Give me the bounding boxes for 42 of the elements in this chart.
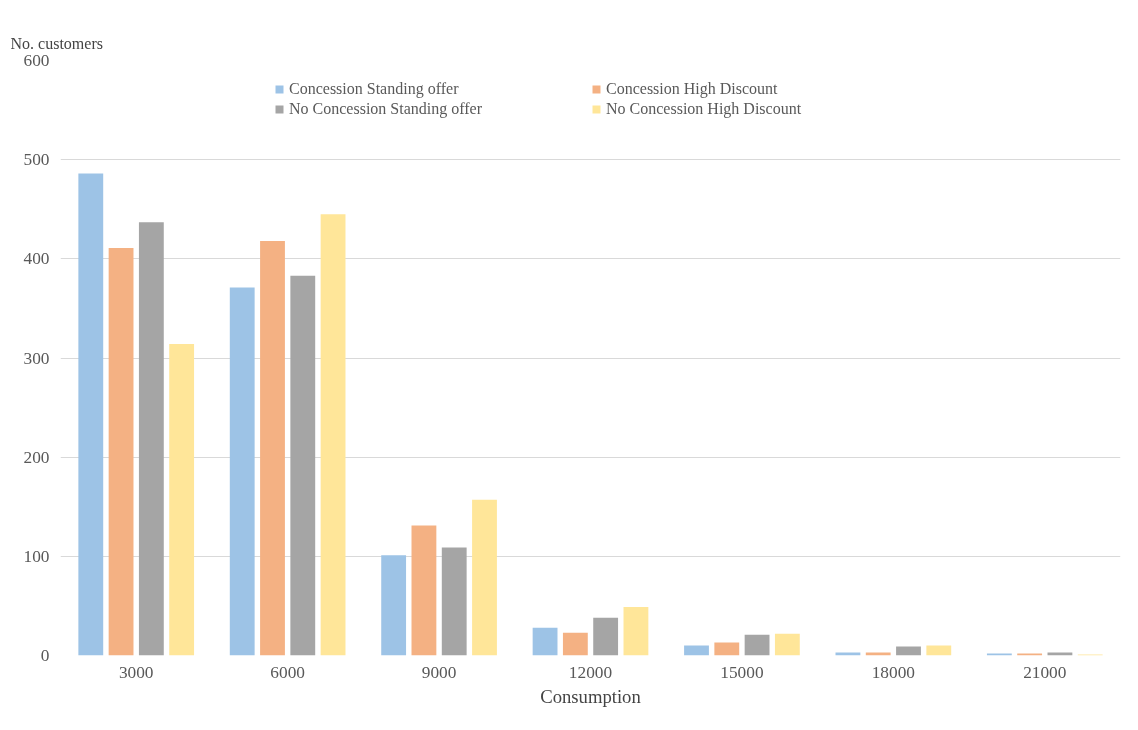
bar	[381, 555, 407, 656]
x-tick-label: 15000	[720, 662, 764, 682]
bar	[593, 617, 619, 656]
bar	[260, 240, 285, 656]
bar	[320, 214, 346, 656]
y-axis-title: No. customers	[10, 34, 103, 52]
bar	[169, 344, 195, 656]
bar	[411, 525, 437, 656]
bar	[623, 606, 649, 656]
bar	[229, 287, 255, 656]
bar	[138, 222, 164, 656]
x-tick-label: 18000	[871, 662, 916, 682]
x-tick-label: 12000	[568, 662, 613, 682]
legend-label: No Concession Standing offer	[289, 100, 483, 118]
x-tick-label: 9000	[421, 662, 457, 682]
bar	[744, 634, 770, 656]
x-tick-label: 6000	[270, 662, 305, 682]
bar	[441, 547, 467, 656]
x-tick-label: 3000	[118, 662, 154, 682]
x-axis-title: Consumption	[540, 685, 642, 707]
y-tick-label: 100	[23, 546, 50, 566]
y-tick-label: 200	[23, 447, 50, 467]
bar	[684, 645, 709, 656]
x-tick-label: 21000	[1023, 662, 1067, 682]
bar	[896, 646, 921, 656]
bar	[562, 632, 588, 656]
bar	[290, 275, 316, 656]
bar	[78, 173, 104, 656]
legend-label: Concession Standing offer	[289, 80, 460, 98]
bar	[774, 633, 800, 656]
bar	[926, 645, 952, 656]
bar	[108, 247, 134, 656]
y-tick-label: 400	[23, 249, 50, 269]
y-tick-label: 0	[40, 646, 50, 665]
y-tick-label: 500	[23, 150, 50, 170]
bar	[532, 627, 558, 656]
bar	[472, 499, 497, 656]
y-tick-label: 300	[23, 348, 50, 368]
bar	[714, 642, 740, 656]
y-tick-label: 600	[23, 51, 50, 70]
legend-label: Concession High Discount	[606, 80, 779, 98]
legend-label: No Concession High Discount	[606, 100, 803, 118]
